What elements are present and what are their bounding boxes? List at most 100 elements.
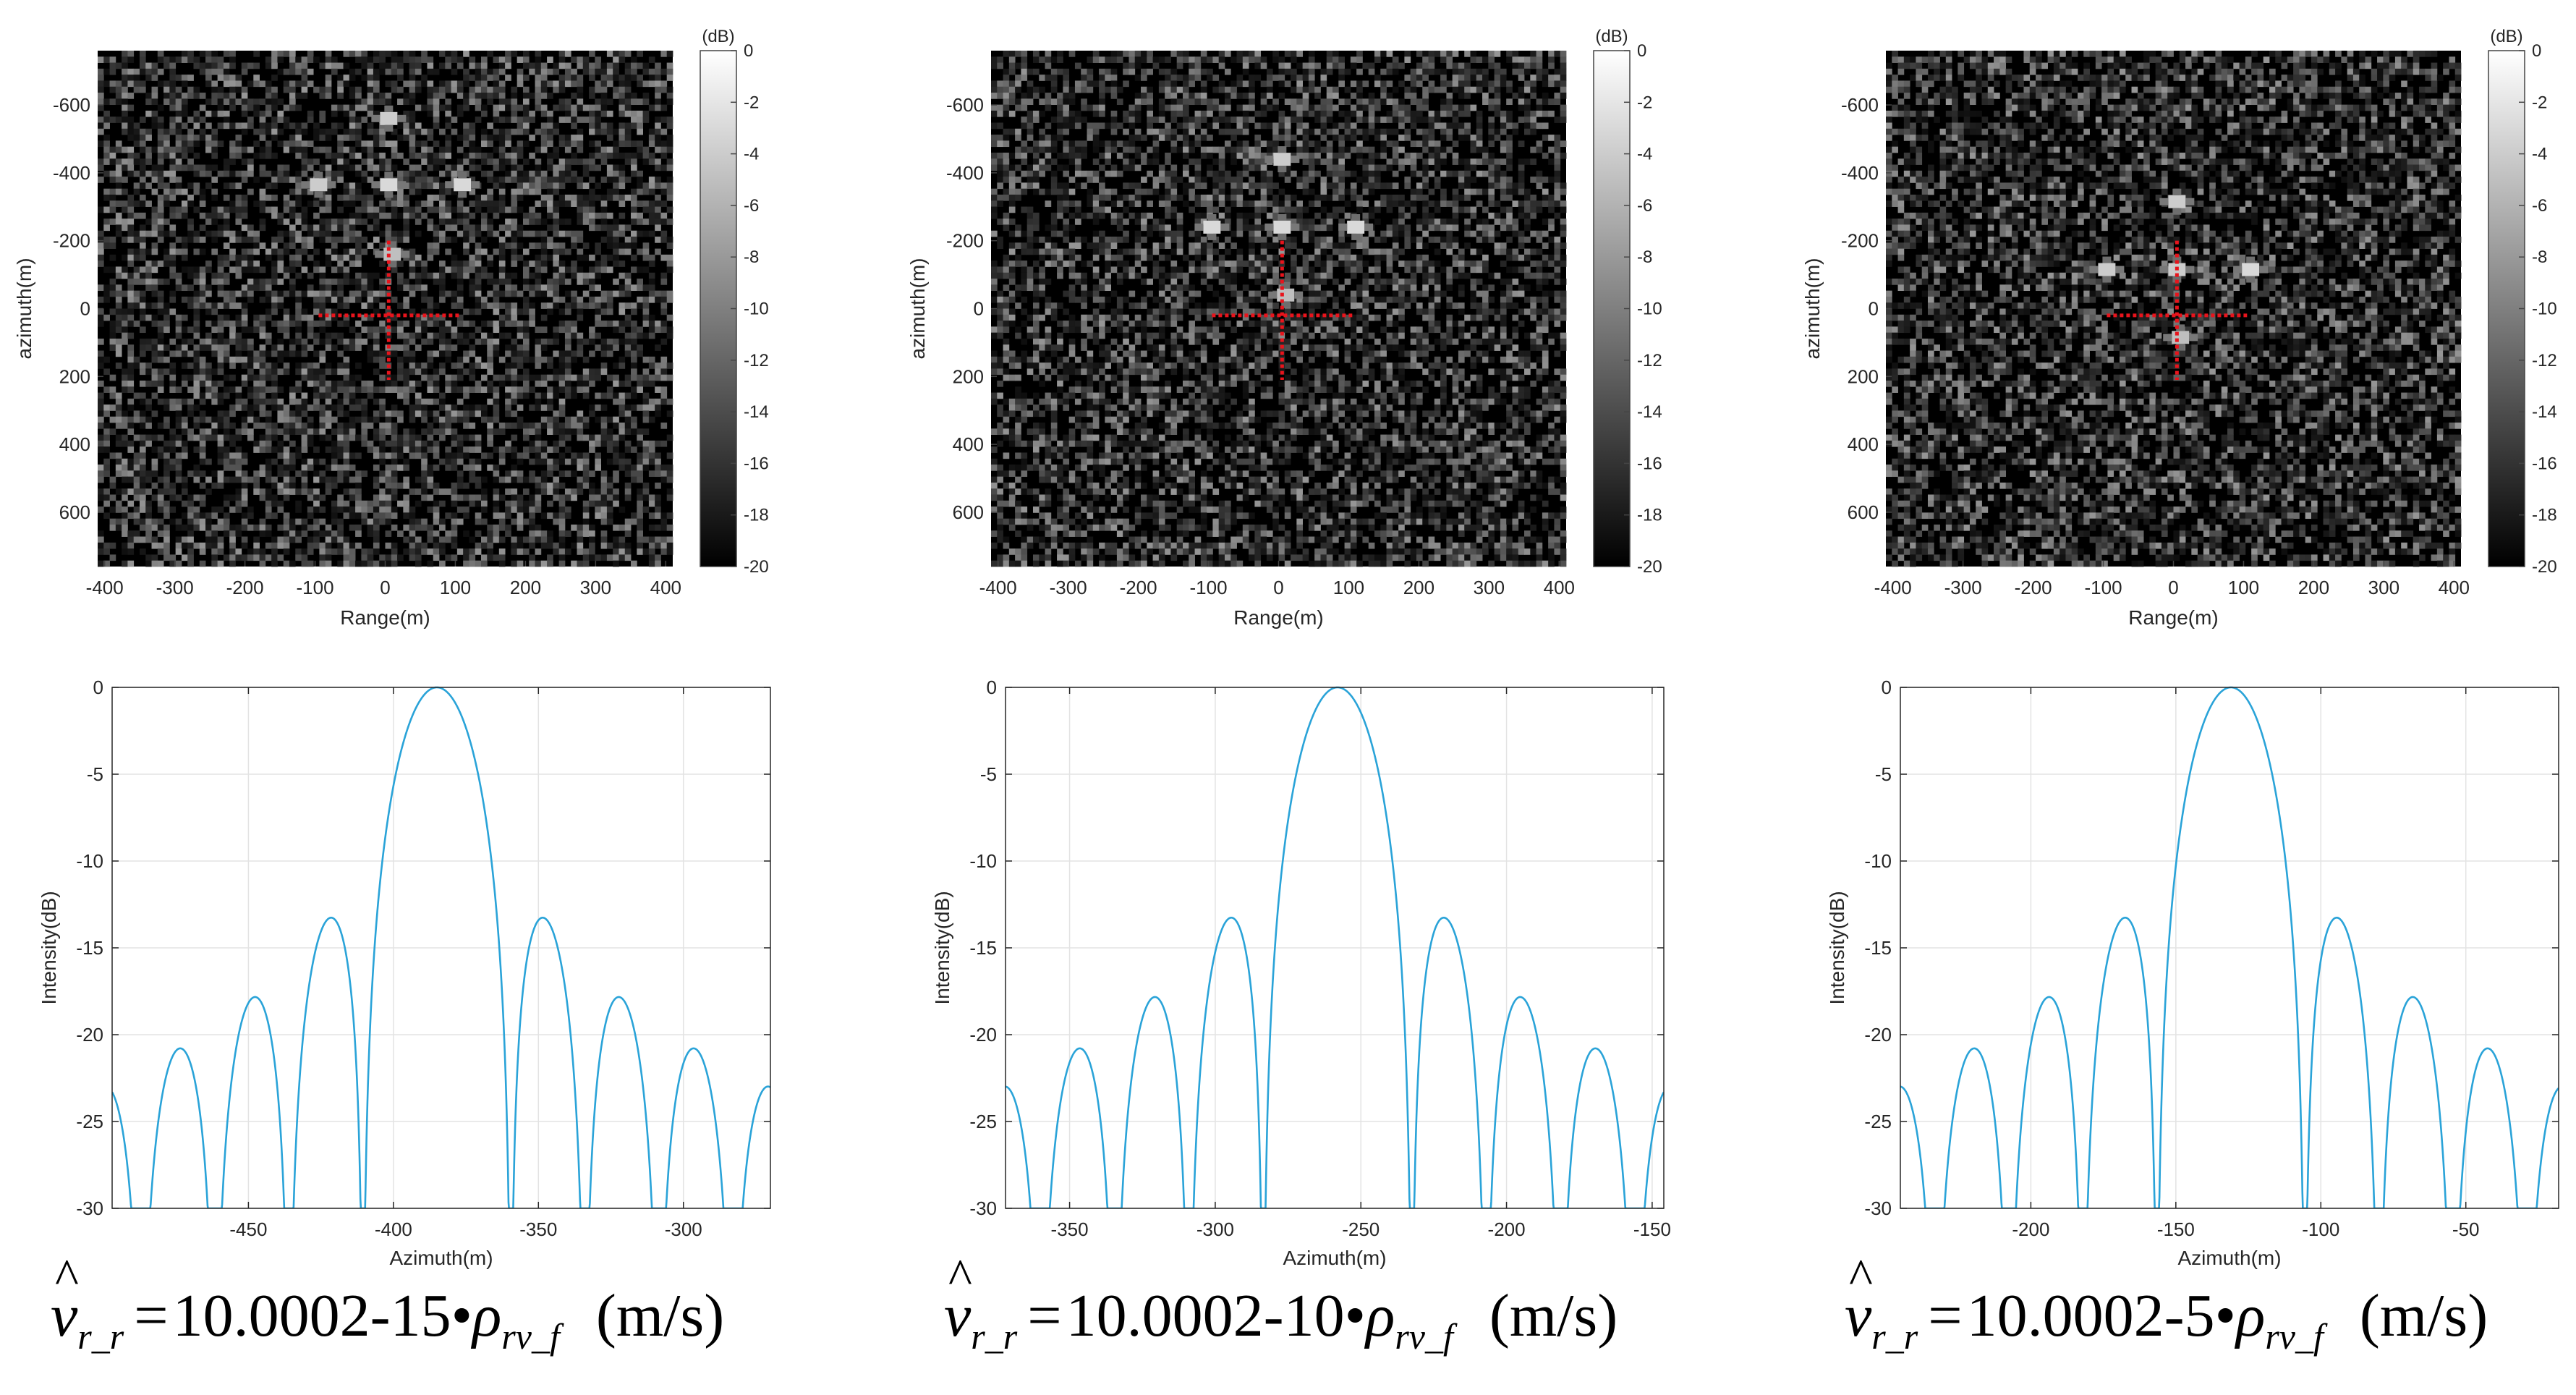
noise-cell <box>373 452 380 459</box>
noise-cell <box>271 177 278 183</box>
noise-cell <box>505 302 511 309</box>
noise-cell <box>223 75 230 81</box>
noise-cell <box>481 158 488 165</box>
noise-cell <box>241 470 248 478</box>
noise-cell <box>624 488 632 495</box>
noise-cell <box>517 140 524 148</box>
noise-cell <box>595 500 602 507</box>
noise-cell <box>547 93 553 99</box>
noise-cell <box>127 224 135 232</box>
noise-cell <box>463 122 469 130</box>
noise-cell <box>613 146 619 153</box>
noise-cell <box>139 488 146 495</box>
noise-cell <box>169 518 177 525</box>
noise-cell <box>133 128 140 135</box>
noise-cell <box>655 86 661 93</box>
noise-cell <box>331 56 338 63</box>
noise-cell <box>151 356 158 363</box>
noise-cell <box>451 416 458 423</box>
noise-cell <box>397 321 404 327</box>
noise-cell <box>385 230 392 237</box>
noise-cell <box>517 290 524 297</box>
noise-cell <box>367 56 374 63</box>
noise-cell <box>157 506 164 513</box>
noise-cell <box>456 296 464 303</box>
noise-cell <box>547 152 553 159</box>
noise-cell <box>349 135 356 141</box>
noise-cell <box>145 416 152 423</box>
noise-cell <box>631 206 637 213</box>
noise-cell <box>98 237 104 243</box>
noise-cell <box>145 279 152 285</box>
noise-cell <box>619 326 626 334</box>
noise-cell <box>235 452 242 459</box>
noise-cell <box>475 542 482 549</box>
noise-cell <box>553 476 560 483</box>
noise-cell <box>475 458 482 465</box>
noise-cell <box>319 128 326 135</box>
noise-cell <box>619 135 626 141</box>
noise-cell <box>265 554 272 561</box>
noise-cell <box>337 404 344 411</box>
noise-cell <box>660 200 668 207</box>
noise-cell <box>295 410 302 417</box>
noise-cell <box>181 152 188 159</box>
noise-cell <box>589 368 595 376</box>
noise-cell <box>367 326 374 334</box>
noise-cell <box>451 296 458 303</box>
noise-cell <box>343 230 350 237</box>
noise-cell <box>456 434 464 441</box>
noise-cell <box>253 140 260 148</box>
noise-cell <box>235 206 242 213</box>
noise-cell <box>122 332 128 339</box>
noise-cell <box>289 62 296 69</box>
noise-cell <box>600 62 608 69</box>
noise-cell <box>577 219 584 225</box>
noise-cell <box>265 470 272 478</box>
noise-cell <box>547 362 553 369</box>
noise-cell <box>427 308 434 315</box>
noise-cell <box>157 170 164 177</box>
noise-cell <box>415 326 422 334</box>
noise-cell <box>655 494 661 501</box>
noise-cell <box>666 164 673 171</box>
noise-cell <box>337 158 344 165</box>
noise-cell <box>505 440 511 447</box>
noise-cell <box>613 488 619 495</box>
noise-cell <box>433 368 440 376</box>
noise-cell <box>223 350 230 357</box>
noise-cell <box>456 362 464 369</box>
noise-cell <box>133 266 140 274</box>
noise-cell <box>535 326 542 334</box>
noise-cell <box>115 302 122 309</box>
noise-cell <box>175 410 182 417</box>
noise-cell <box>529 530 535 537</box>
noise-cell <box>253 62 260 69</box>
noise-cell <box>624 524 632 531</box>
noise-cell <box>295 321 302 327</box>
noise-cell <box>487 554 493 561</box>
noise-cell <box>540 326 548 334</box>
noise-cell <box>660 164 668 171</box>
noise-cell <box>606 446 613 453</box>
noise-cell <box>325 260 332 267</box>
noise-cell <box>187 135 194 141</box>
noise-cell <box>600 104 608 111</box>
noise-cell <box>98 56 104 63</box>
noise-cell <box>642 404 650 411</box>
noise-cell <box>98 416 104 423</box>
noise-cell <box>241 206 248 213</box>
noise-cell <box>540 104 548 111</box>
noise-cell <box>397 332 404 339</box>
noise-cell <box>307 188 314 195</box>
noise-cell <box>235 344 242 351</box>
noise-cell <box>595 212 602 219</box>
noise-cell <box>666 51 673 57</box>
noise-cell <box>151 458 158 465</box>
noise-cell <box>648 254 655 261</box>
noise-cell <box>145 248 152 255</box>
noise-cell <box>283 332 290 339</box>
noise-cell <box>481 296 488 303</box>
noise-cell <box>355 86 362 93</box>
noise-cell <box>564 98 571 106</box>
